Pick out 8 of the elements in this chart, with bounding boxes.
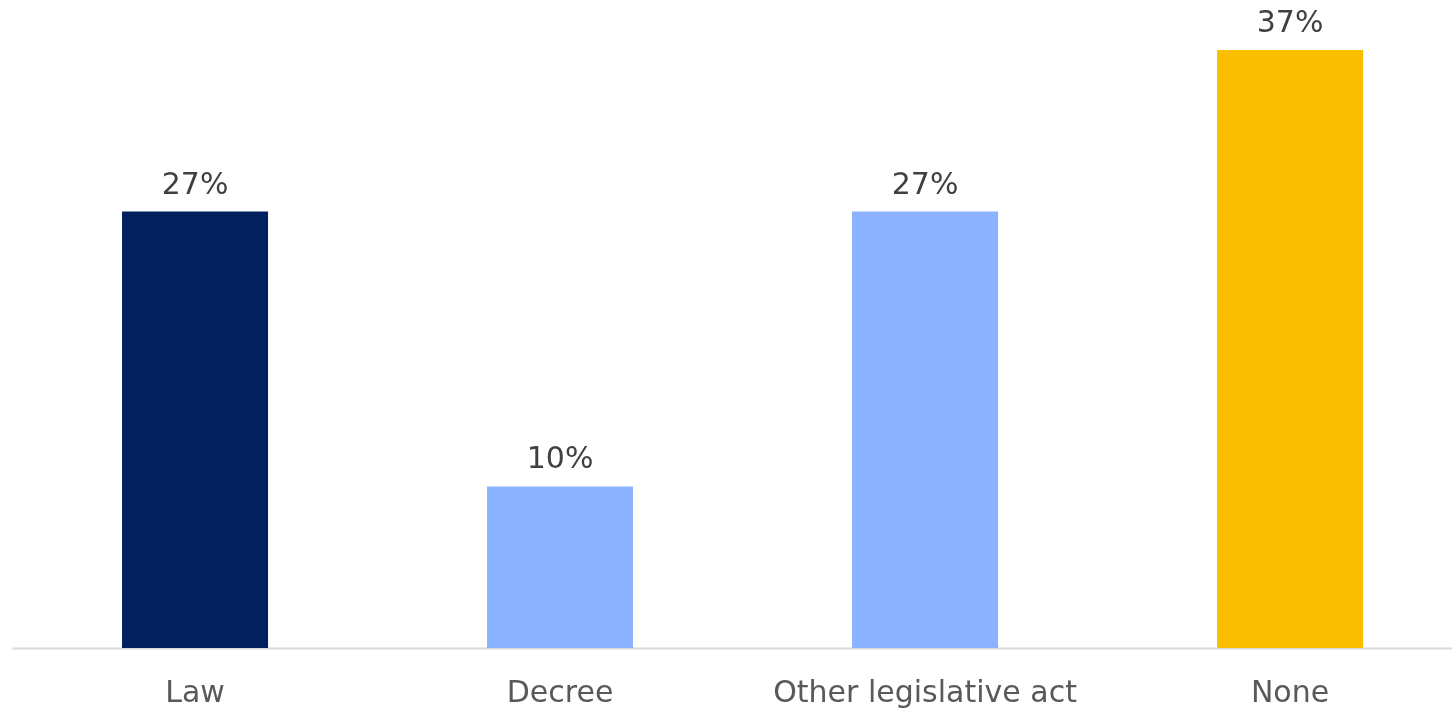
x-tick-label: Law: [165, 673, 225, 708]
data-label: 27%: [891, 165, 959, 201]
data-label: 27%: [161, 165, 229, 201]
x-tick-label: Decree: [506, 673, 614, 708]
data-label: 10%: [526, 440, 594, 476]
x-tick-label: None: [1250, 673, 1330, 708]
x-tick-label: Other legislative act: [773, 673, 1078, 708]
data-label: 37%: [1256, 4, 1324, 39]
